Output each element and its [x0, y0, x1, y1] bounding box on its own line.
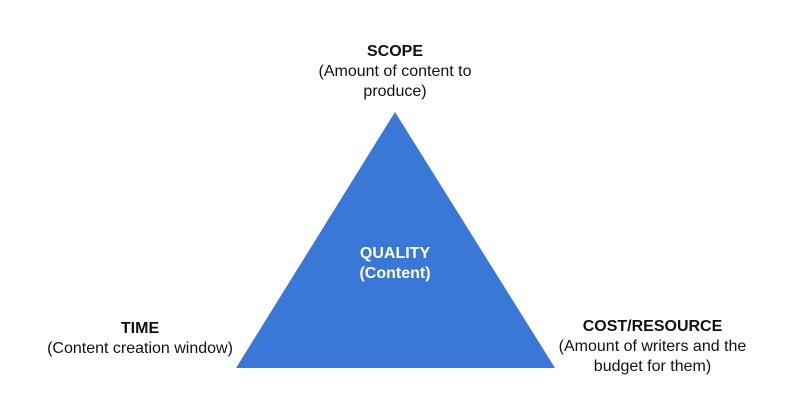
time-label: TIME (Content creation window)	[30, 319, 250, 359]
time-title: TIME	[120, 320, 160, 337]
scope-title: SCOPE	[366, 43, 423, 60]
cost-desc-2: budget for them)	[593, 358, 712, 375]
quality-triangle	[236, 112, 555, 368]
quality-subtitle: (Content)	[359, 265, 431, 282]
cost-desc-1: (Amount of writers and the	[558, 338, 747, 355]
cost-title: COST/RESOURCE	[582, 318, 723, 335]
scope-desc-1: (Amount of content to	[318, 63, 472, 80]
cost-label: COST/RESOURCE (Amount of writers and the…	[540, 317, 765, 377]
scope-label: SCOPE (Amount of content to produce)	[270, 42, 520, 102]
scope-desc-2: produce)	[363, 83, 427, 100]
quality-title: QUALITY	[359, 245, 431, 262]
quality-label: QUALITY (Content)	[320, 244, 470, 284]
time-desc: (Content creation window)	[47, 340, 233, 357]
